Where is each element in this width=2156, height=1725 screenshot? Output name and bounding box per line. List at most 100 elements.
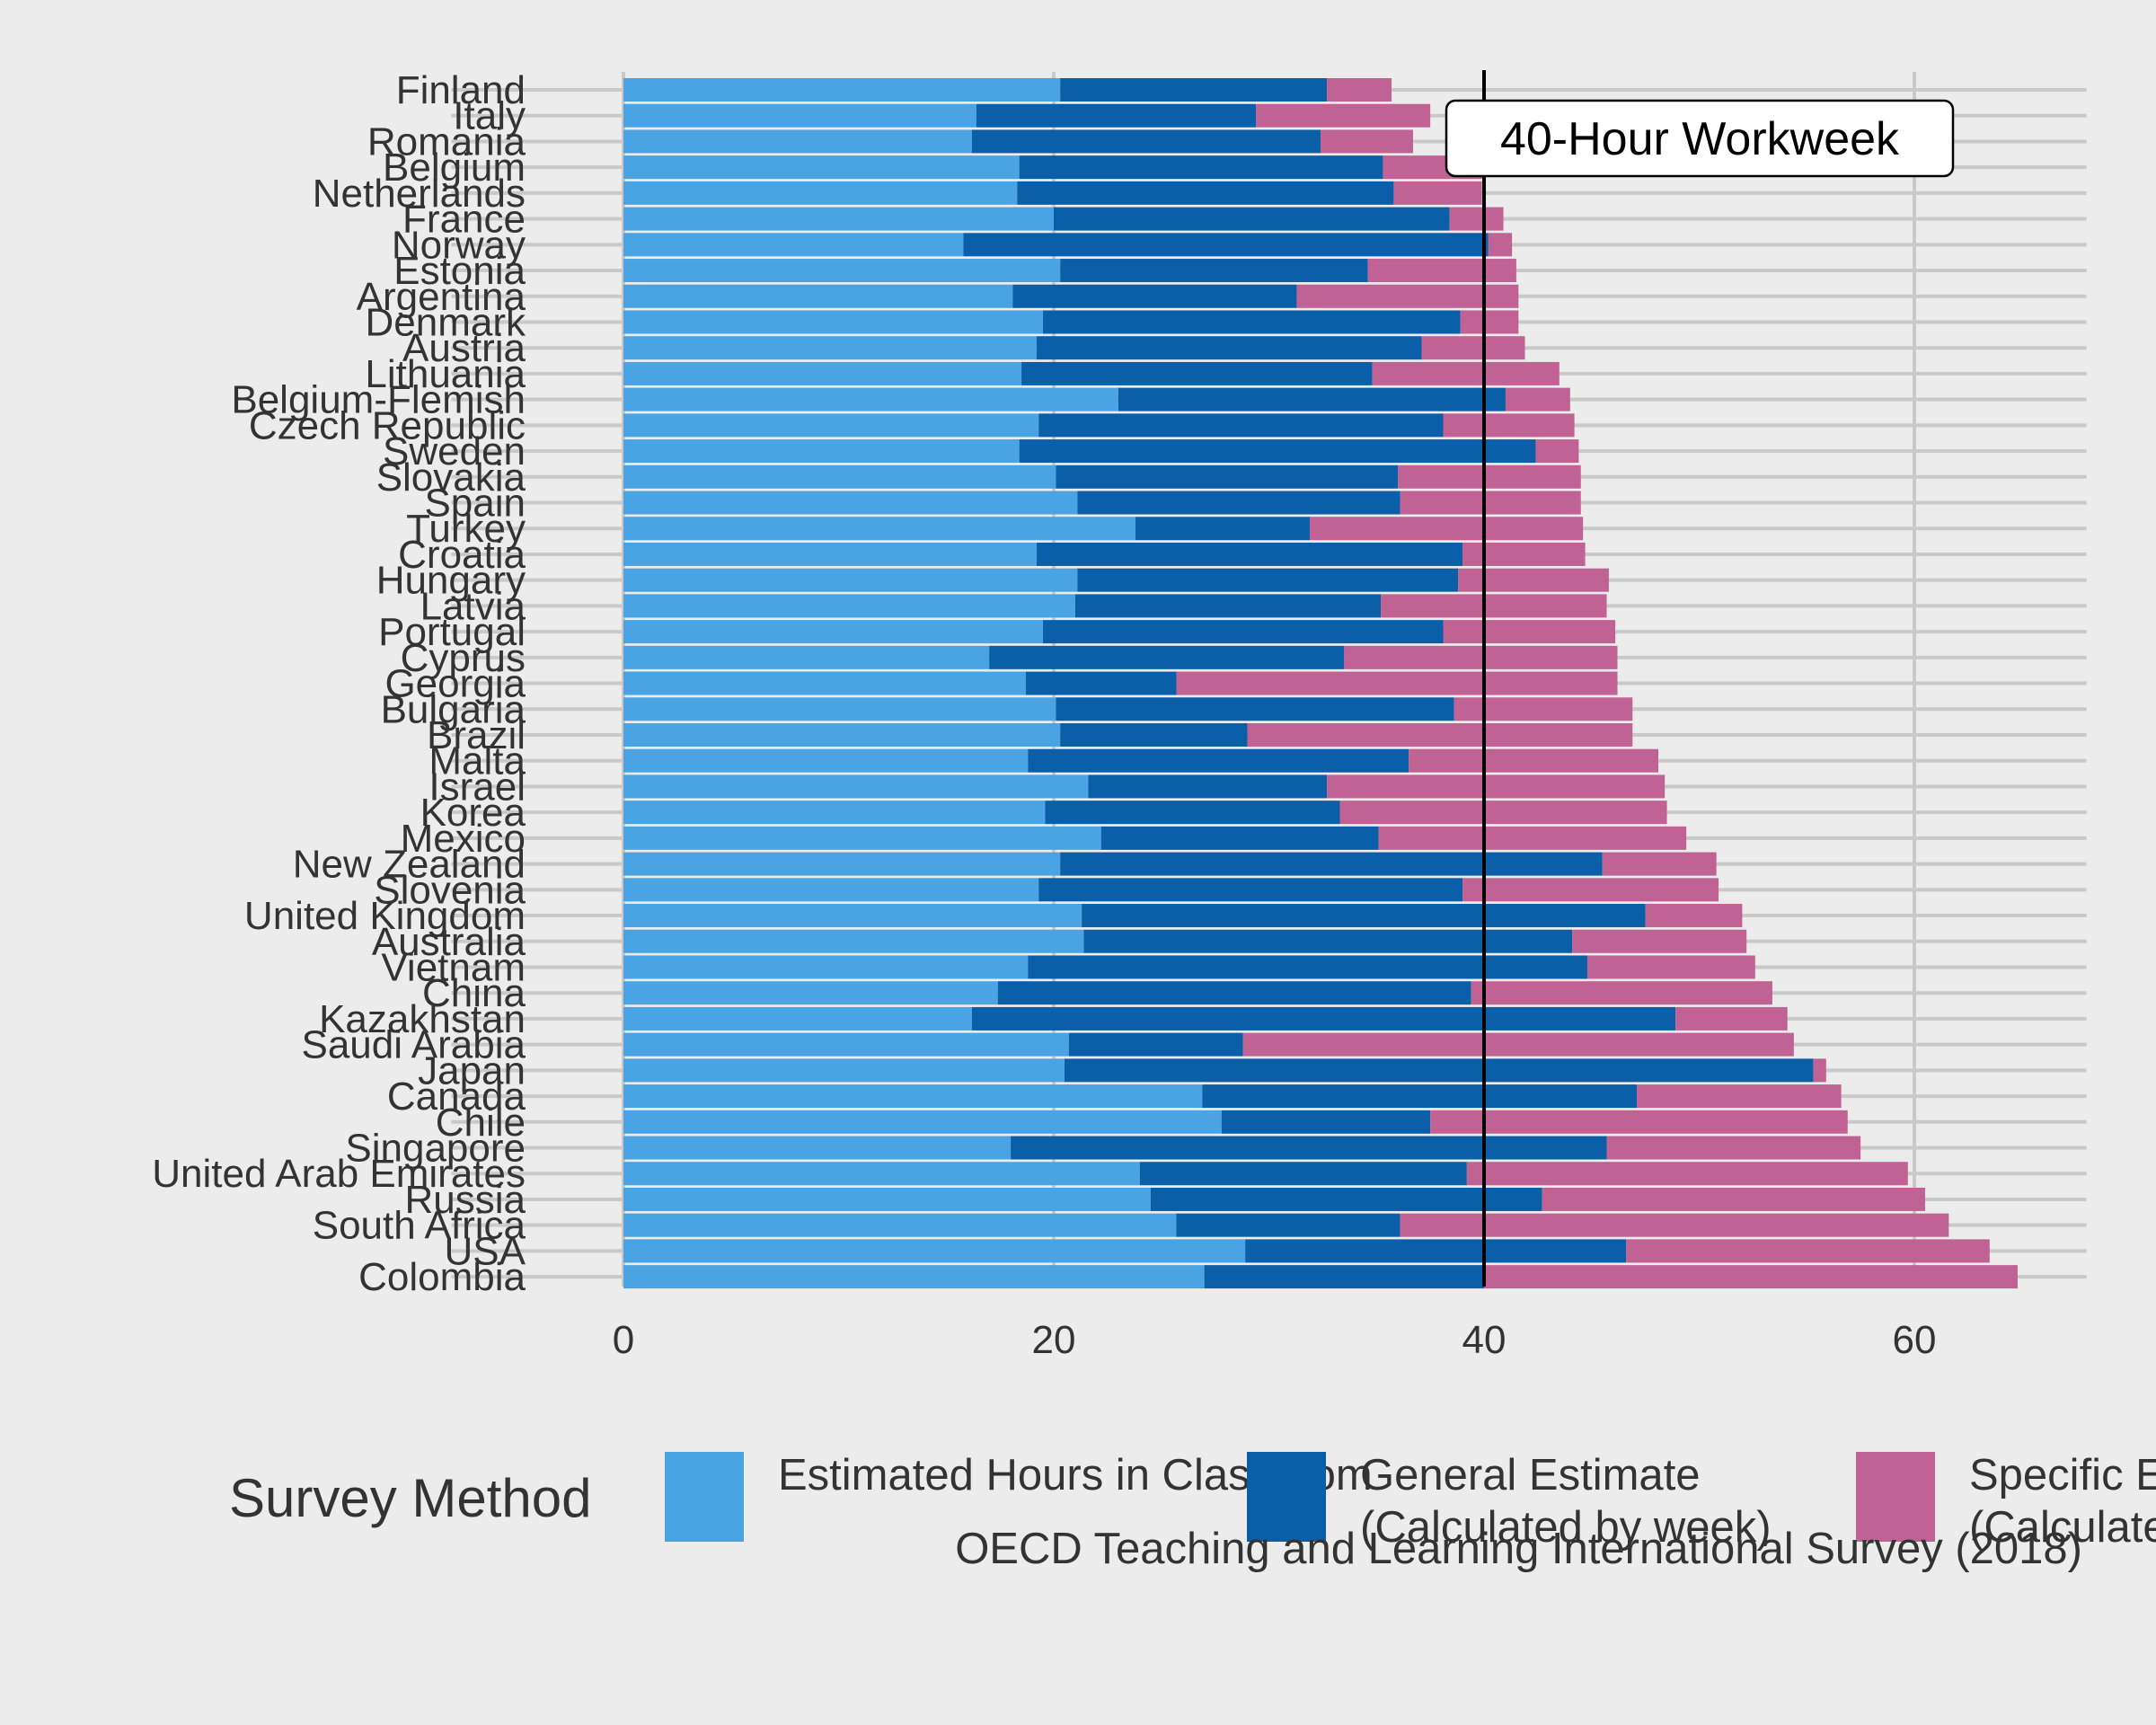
- bar-czech-republic-series-3: [1443, 413, 1575, 438]
- bar-united-kingdom-series-2: [1082, 904, 1646, 928]
- y-tick-label-lithuania: Lithuania: [365, 352, 526, 396]
- bar-czech-republic-series-2: [1038, 413, 1444, 438]
- y-tick-label-argentina: Argentina: [357, 275, 526, 319]
- bar-russia-series-3: [1542, 1187, 1925, 1211]
- bar-canada-series-1: [623, 1084, 1203, 1109]
- bar-kazakhstan-series-1: [623, 1006, 972, 1031]
- bar-malta-series-3: [1409, 748, 1658, 773]
- y-axis-tick-labels: FinlandItalyRomaniaBelgiumNetherlandsFra…: [152, 68, 526, 1299]
- y-tick-label-romania: Romania: [367, 119, 526, 164]
- bar-denmark-series-1: [623, 310, 1044, 334]
- y-tick-label-australia: Australia: [372, 920, 526, 964]
- bar-italy-series-2: [976, 103, 1257, 128]
- bar-turkey-series-1: [623, 517, 1136, 541]
- bar-south-africa-series-3: [1400, 1213, 1949, 1237]
- y-tick-label-portugal: Portugal: [378, 610, 526, 654]
- bar-portugal-series-1: [623, 620, 1044, 644]
- x-tick-label-40: 40: [1462, 1318, 1507, 1362]
- bar-slovakia-series-2: [1056, 464, 1399, 489]
- bar-israel-series-3: [1327, 774, 1666, 799]
- bar-spain-series-1: [623, 491, 1078, 515]
- bar-australia-series-2: [1083, 929, 1573, 953]
- y-tick-label-japan: Japan: [418, 1048, 526, 1092]
- bar-chile-series-1: [623, 1110, 1222, 1134]
- bar-spain-series-3: [1400, 491, 1581, 515]
- bar-mexico-series-2: [1100, 826, 1379, 850]
- y-tick-label-croatia: Croatia: [398, 533, 526, 577]
- legend-label-series-2: General Estimate (Calculated by week): [1360, 1451, 1772, 1552]
- bar-italy-series-3: [1256, 103, 1431, 128]
- bar-belgium-series-1: [623, 155, 1020, 180]
- bar-netherlands-series-3: [1393, 181, 1482, 205]
- bar-singapore-series-3: [1606, 1136, 1861, 1160]
- y-tick-label-czech-republic: Czech Republic: [249, 403, 526, 447]
- bar-norway-series-2: [963, 233, 1489, 257]
- bar-korea-series-3: [1339, 801, 1667, 825]
- bar-china-series-1: [623, 981, 998, 1005]
- bar-sweden-series-3: [1535, 439, 1579, 464]
- y-tick-label-georgia: Georgia: [384, 662, 526, 706]
- bar-usa-series-2: [1245, 1239, 1627, 1263]
- x-axis-tick-labels: 0 20 40 60: [613, 1318, 1937, 1362]
- bar-russia-series-2: [1150, 1187, 1542, 1211]
- bar-romania-series-3: [1320, 129, 1413, 154]
- bar-brazil-series-3: [1247, 723, 1633, 747]
- y-tick-label-latvia: Latvia: [420, 584, 526, 628]
- bar-mexico-series-3: [1378, 826, 1687, 850]
- bar-latvia-series-1: [623, 594, 1075, 618]
- bar-finland-series-1: [623, 78, 1061, 102]
- bar-series: [623, 78, 2018, 1289]
- bar-china-series-3: [1471, 981, 1772, 1005]
- bar-colombia-series-3: [1484, 1265, 2018, 1289]
- y-tick-label-russia: Russia: [405, 1178, 526, 1222]
- bar-new-zealand-series-2: [1060, 852, 1603, 876]
- y-tick-label-usa: USA: [445, 1229, 526, 1273]
- bar-singapore-series-1: [623, 1136, 1012, 1160]
- bar-vietnam-series-1: [623, 955, 1029, 979]
- bar-japan-series-1: [623, 1058, 1065, 1083]
- bar-canada-series-3: [1637, 1084, 1842, 1109]
- y-tick-label-new-zealand: New Zealand: [293, 843, 526, 887]
- bar-argentina-series-1: [623, 284, 1013, 308]
- bar-croatia-series-1: [623, 542, 1037, 566]
- legend-label-series-3: Specific Estimate(Calculated by day): [1969, 1451, 2156, 1552]
- bar-japan-series-2: [1064, 1058, 1814, 1083]
- bar-singapore-series-2: [1011, 1136, 1607, 1160]
- x-tick-label-20: 20: [1032, 1318, 1076, 1362]
- y-tick-label-slovakia: Slovakia: [376, 456, 526, 500]
- bar-colombia-series-1: [623, 1265, 1205, 1289]
- chart-caption: OECD Teaching and Learning International…: [955, 1525, 2082, 1573]
- y-tick-label-malta: Malta: [429, 739, 526, 783]
- bar-belgium-flemish-series-1: [623, 387, 1118, 411]
- bar-france-series-2: [1054, 207, 1450, 231]
- bar-austria-series-2: [1036, 336, 1422, 360]
- y-tick-label-austria: Austria: [402, 326, 526, 370]
- bar-czech-republic-series-1: [623, 413, 1039, 438]
- bar-latvia-series-3: [1381, 594, 1607, 618]
- bar-cyprus-series-2: [989, 645, 1345, 669]
- bar-bulgaria-series-2: [1056, 697, 1454, 721]
- bar-hungary-series-3: [1458, 568, 1609, 592]
- bar-slovenia-series-3: [1462, 878, 1719, 902]
- bar-brazil-series-2: [1060, 723, 1248, 747]
- bar-kazakhstan-series-2: [971, 1006, 1676, 1031]
- bar-romania-series-2: [971, 129, 1321, 154]
- bar-south-africa-series-1: [623, 1213, 1177, 1237]
- bar-estonia-series-2: [1060, 259, 1368, 283]
- bar-latvia-series-2: [1074, 594, 1382, 618]
- y-tick-label-hungary: Hungary: [376, 559, 526, 603]
- bar-lithuania-series-2: [1021, 361, 1373, 385]
- bar-japan-series-3: [1813, 1058, 1826, 1083]
- bar-united-arab-emirates-series-2: [1139, 1162, 1467, 1186]
- bar-slovenia-series-1: [623, 878, 1039, 902]
- bar-brazil-series-1: [623, 723, 1061, 747]
- y-tick-label-netherlands: Netherlands: [313, 172, 526, 216]
- bar-new-zealand-series-1: [623, 852, 1061, 876]
- legend: Survey Method Estimated Hours in Classroo…: [229, 1451, 2156, 1552]
- bar-bulgaria-series-1: [623, 697, 1056, 721]
- bar-finland-series-2: [1060, 78, 1328, 102]
- y-tick-label-estonia: Estonia: [393, 249, 526, 293]
- y-tick-label-singapore: Singapore: [345, 1127, 526, 1171]
- bar-australia-series-1: [623, 929, 1084, 953]
